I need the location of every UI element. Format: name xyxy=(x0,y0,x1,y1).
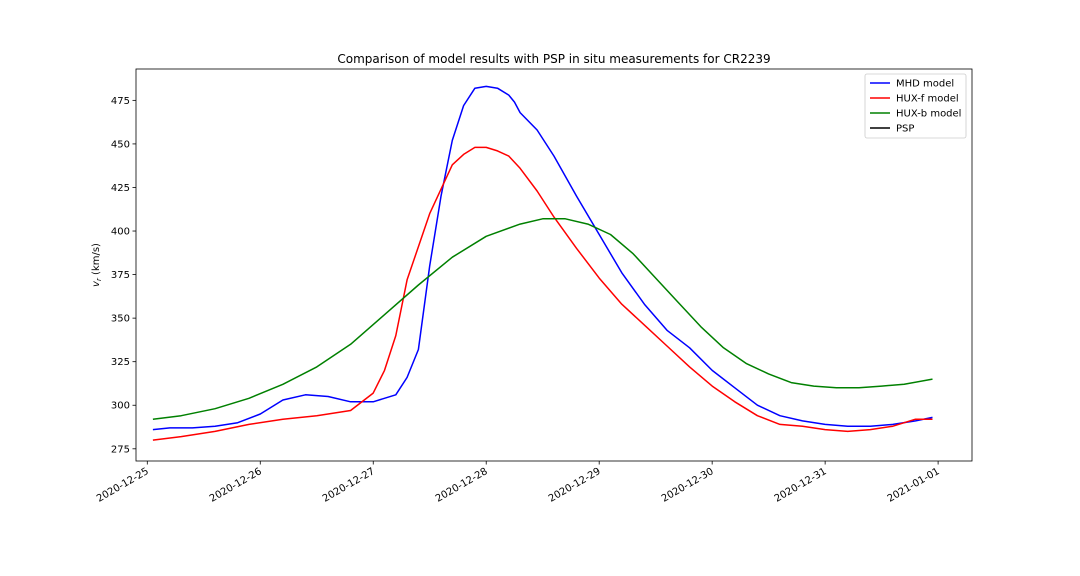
y-axis-label-subscript: r xyxy=(95,277,103,281)
x-tick-label: 2020-12-27 xyxy=(321,466,377,505)
plot-frame xyxy=(135,68,973,462)
series-line-0 xyxy=(152,85,933,431)
y-tick-label: 350 xyxy=(111,314,130,325)
y-tick-label: 400 xyxy=(111,227,130,238)
legend-label: HUX-f model xyxy=(896,94,959,105)
legend: MHD model HUX-f model HUX-b model PSP xyxy=(864,73,967,139)
series-line-1 xyxy=(152,146,933,441)
y-axis-label: vr (km/s) xyxy=(91,243,103,287)
x-tick-label: 2020-12-25 xyxy=(95,466,151,505)
legend-label: HUX-b model xyxy=(896,109,961,120)
y-tick-label: 425 xyxy=(111,183,130,194)
x-tick-label: 2020-12-28 xyxy=(434,466,490,505)
x-tick-label: 2020-12-31 xyxy=(773,466,829,505)
y-tick-label: 300 xyxy=(111,401,130,412)
chart-title: Comparison of model results with PSP in … xyxy=(337,52,770,66)
axes-layer: 275 300 325 350 375 400 425 450 475 2020-12-25 202… xyxy=(95,68,973,505)
y-tick-label: 375 xyxy=(111,270,130,281)
y-tick-label: 450 xyxy=(111,139,130,150)
x-tick-label: 2020-12-30 xyxy=(660,466,716,505)
x-tick-label: 2020-12-26 xyxy=(208,466,264,505)
legend-label: MHD model xyxy=(896,79,954,90)
series-line-2 xyxy=(152,218,933,420)
legend-box xyxy=(864,73,967,139)
y-axis-label-unit: (km/s) xyxy=(91,243,102,278)
y-axis-label-symbol: v xyxy=(91,280,102,287)
legend-label: PSP xyxy=(896,124,914,135)
x-tick-label: 2020-12-29 xyxy=(547,466,603,505)
y-tick-label: 475 xyxy=(111,96,130,107)
y-tick-label: 275 xyxy=(111,444,130,455)
series-layer xyxy=(152,85,933,441)
x-tick-label: 2021-01-01 xyxy=(886,466,942,505)
y-tick-label: 325 xyxy=(111,357,130,368)
